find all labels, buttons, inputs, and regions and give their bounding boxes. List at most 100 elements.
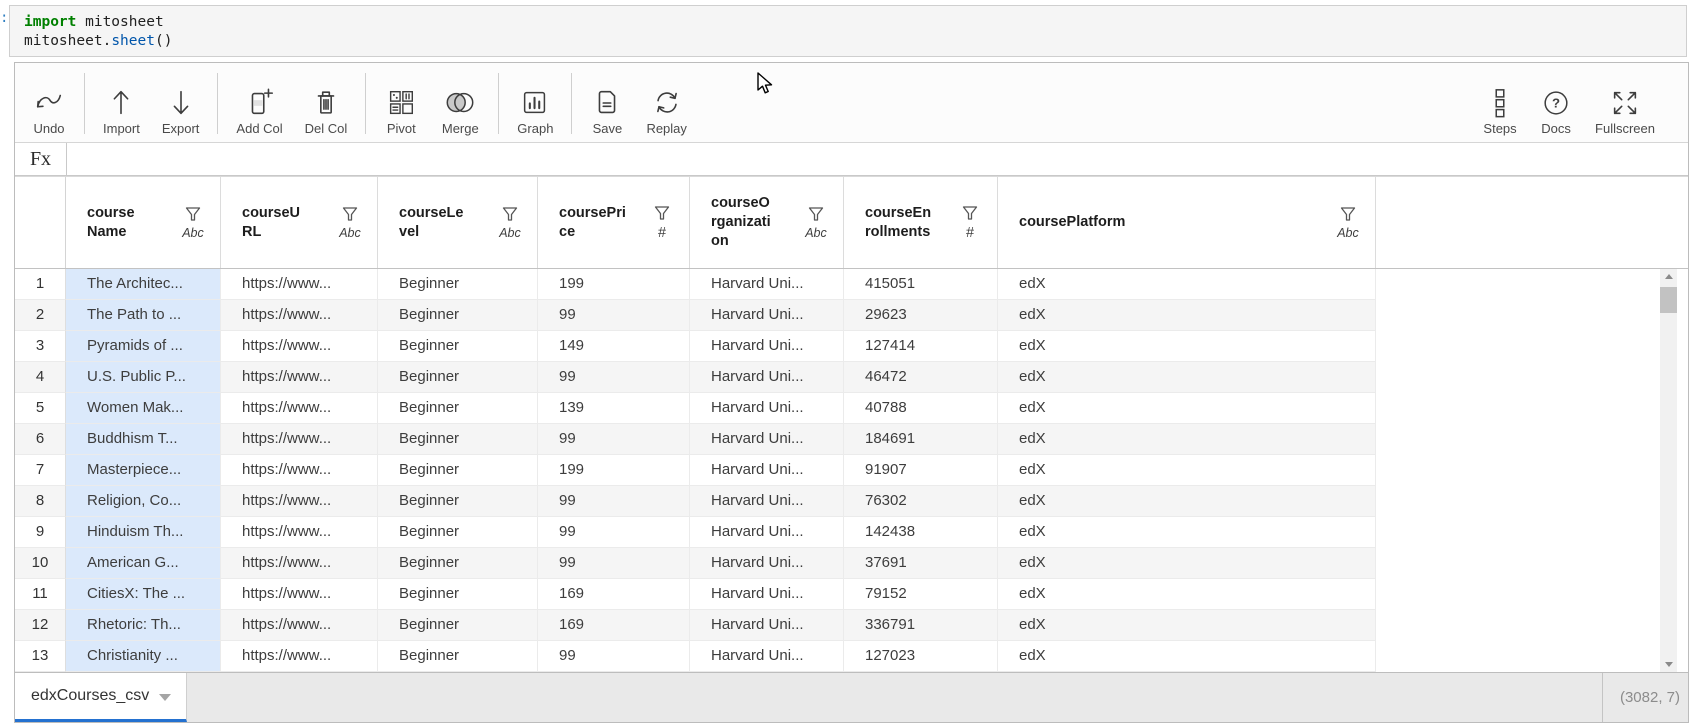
scroll-up-arrow[interactable] xyxy=(1660,269,1677,284)
cell-courseLevel[interactable]: Beginner xyxy=(378,548,538,579)
row-index[interactable]: 13 xyxy=(15,641,66,672)
cell-courseEnrollments[interactable]: 336791 xyxy=(844,610,998,641)
row-index[interactable]: 3 xyxy=(15,331,66,362)
row-index[interactable]: 11 xyxy=(15,579,66,610)
cell-courseOrganization[interactable]: Harvard Uni... xyxy=(690,455,844,486)
graph-button[interactable]: Graph xyxy=(506,69,564,142)
cell-coursePlatform[interactable]: edX xyxy=(998,455,1376,486)
cell-courseOrganization[interactable]: Harvard Uni... xyxy=(690,641,844,672)
cell-courseURL[interactable]: https://www... xyxy=(221,331,378,362)
row-index[interactable]: 12 xyxy=(15,610,66,641)
cell-coursePlatform[interactable]: edX xyxy=(998,517,1376,548)
cell-courseEnrollments[interactable]: 79152 xyxy=(844,579,998,610)
cell-courseLevel[interactable]: Beginner xyxy=(378,424,538,455)
cell-courseURL[interactable]: https://www... xyxy=(221,424,378,455)
cell-coursePrice[interactable]: 99 xyxy=(538,362,690,393)
cell-courseName[interactable]: The Path to ... xyxy=(66,300,221,331)
cell-coursePrice[interactable]: 99 xyxy=(538,548,690,579)
cell-coursePlatform[interactable]: edX xyxy=(998,641,1376,672)
cell-courseLevel[interactable]: Beginner xyxy=(378,269,538,300)
cell-coursePrice[interactable]: 99 xyxy=(538,486,690,517)
cell-courseOrganization[interactable]: Harvard Uni... xyxy=(690,393,844,424)
cell-courseURL[interactable]: https://www... xyxy=(221,393,378,424)
cell-coursePlatform[interactable]: edX xyxy=(998,331,1376,362)
row-index[interactable]: 5 xyxy=(15,393,66,424)
cell-courseName[interactable]: Rhetoric: Th... xyxy=(66,610,221,641)
cell-courseLevel[interactable]: Beginner xyxy=(378,610,538,641)
cell-courseEnrollments[interactable]: 91907 xyxy=(844,455,998,486)
cell-courseOrganization[interactable]: Harvard Uni... xyxy=(690,517,844,548)
add-column-button[interactable]: Add Col xyxy=(225,69,293,142)
cell-coursePrice[interactable]: 99 xyxy=(538,641,690,672)
filter-icon[interactable] xyxy=(653,205,671,221)
cell-courseOrganization[interactable]: Harvard Uni... xyxy=(690,486,844,517)
cell-coursePrice[interactable]: 169 xyxy=(538,579,690,610)
fullscreen-button[interactable]: Fullscreen xyxy=(1584,69,1666,142)
cell-courseEnrollments[interactable]: 142438 xyxy=(844,517,998,548)
delete-column-button[interactable]: Del Col xyxy=(294,69,359,142)
cell-courseOrganization[interactable]: Harvard Uni... xyxy=(690,331,844,362)
cell-courseOrganization[interactable]: Harvard Uni... xyxy=(690,269,844,300)
cell-courseName[interactable]: Women Mak... xyxy=(66,393,221,424)
cell-courseLevel[interactable]: Beginner xyxy=(378,362,538,393)
cell-courseURL[interactable]: https://www... xyxy=(221,641,378,672)
vertical-scrollbar[interactable] xyxy=(1660,269,1677,672)
filter-icon[interactable] xyxy=(1339,206,1357,222)
import-button[interactable]: Import xyxy=(92,69,151,142)
cell-courseEnrollments[interactable]: 184691 xyxy=(844,424,998,455)
cell-courseName[interactable]: Religion, Co... xyxy=(66,486,221,517)
cell-courseEnrollments[interactable]: 37691 xyxy=(844,548,998,579)
cell-coursePlatform[interactable]: edX xyxy=(998,610,1376,641)
cell-coursePrice[interactable]: 99 xyxy=(538,424,690,455)
cell-courseEnrollments[interactable]: 29623 xyxy=(844,300,998,331)
row-index[interactable]: 8 xyxy=(15,486,66,517)
cell-courseEnrollments[interactable]: 127023 xyxy=(844,641,998,672)
row-index[interactable]: 2 xyxy=(15,300,66,331)
cell-courseOrganization[interactable]: Harvard Uni... xyxy=(690,579,844,610)
column-header-coursePlatform[interactable]: coursePlatform Abc xyxy=(998,177,1376,268)
cell-coursePlatform[interactable]: edX xyxy=(998,486,1376,517)
cell-coursePrice[interactable]: 169 xyxy=(538,610,690,641)
replay-button[interactable]: Replay xyxy=(635,69,697,142)
cell-coursePrice[interactable]: 139 xyxy=(538,393,690,424)
row-index[interactable]: 1 xyxy=(15,269,66,300)
code-cell[interactable]: import mitosheet mitosheet.sheet() xyxy=(9,5,1687,57)
docs-button[interactable]: ? Docs xyxy=(1528,69,1584,142)
column-header-coursePrice[interactable]: coursePrice # xyxy=(538,177,690,268)
filter-icon[interactable] xyxy=(501,206,519,222)
cell-courseLevel[interactable]: Beginner xyxy=(378,486,538,517)
cell-coursePlatform[interactable]: edX xyxy=(998,300,1376,331)
cell-courseEnrollments[interactable]: 127414 xyxy=(844,331,998,362)
cell-courseURL[interactable]: https://www... xyxy=(221,269,378,300)
cell-courseName[interactable]: Hinduism Th... xyxy=(66,517,221,548)
column-header-courseURL[interactable]: courseURL Abc xyxy=(221,177,378,268)
cell-courseURL[interactable]: https://www... xyxy=(221,300,378,331)
column-header-courseEnrollments[interactable]: courseEnrollments # xyxy=(844,177,998,268)
cell-courseName[interactable]: Pyramids of ... xyxy=(66,331,221,362)
scrollbar-thumb[interactable] xyxy=(1660,287,1677,313)
row-index[interactable]: 9 xyxy=(15,517,66,548)
row-index[interactable]: 10 xyxy=(15,548,66,579)
export-button[interactable]: Export xyxy=(151,69,211,142)
cell-courseEnrollments[interactable]: 46472 xyxy=(844,362,998,393)
cell-courseURL[interactable]: https://www... xyxy=(221,455,378,486)
undo-button[interactable]: Undo xyxy=(21,69,77,142)
cell-courseLevel[interactable]: Beginner xyxy=(378,393,538,424)
cell-courseEnrollments[interactable]: 76302 xyxy=(844,486,998,517)
scroll-down-arrow[interactable] xyxy=(1660,657,1677,672)
cell-courseURL[interactable]: https://www... xyxy=(221,486,378,517)
cell-coursePrice[interactable]: 149 xyxy=(538,331,690,362)
cell-courseURL[interactable]: https://www... xyxy=(221,362,378,393)
chevron-down-icon[interactable] xyxy=(159,693,172,701)
cell-courseLevel[interactable]: Beginner xyxy=(378,331,538,362)
cell-courseName[interactable]: The Architec... xyxy=(66,269,221,300)
filter-icon[interactable] xyxy=(341,206,359,222)
cell-coursePrice[interactable]: 199 xyxy=(538,269,690,300)
cell-courseName[interactable]: CitiesX: The ... xyxy=(66,579,221,610)
cell-coursePlatform[interactable]: edX xyxy=(998,393,1376,424)
formula-input[interactable] xyxy=(67,143,1688,175)
cell-courseOrganization[interactable]: Harvard Uni... xyxy=(690,300,844,331)
cell-coursePlatform[interactable]: edX xyxy=(998,548,1376,579)
cell-courseOrganization[interactable]: Harvard Uni... xyxy=(690,548,844,579)
cell-courseURL[interactable]: https://www... xyxy=(221,517,378,548)
